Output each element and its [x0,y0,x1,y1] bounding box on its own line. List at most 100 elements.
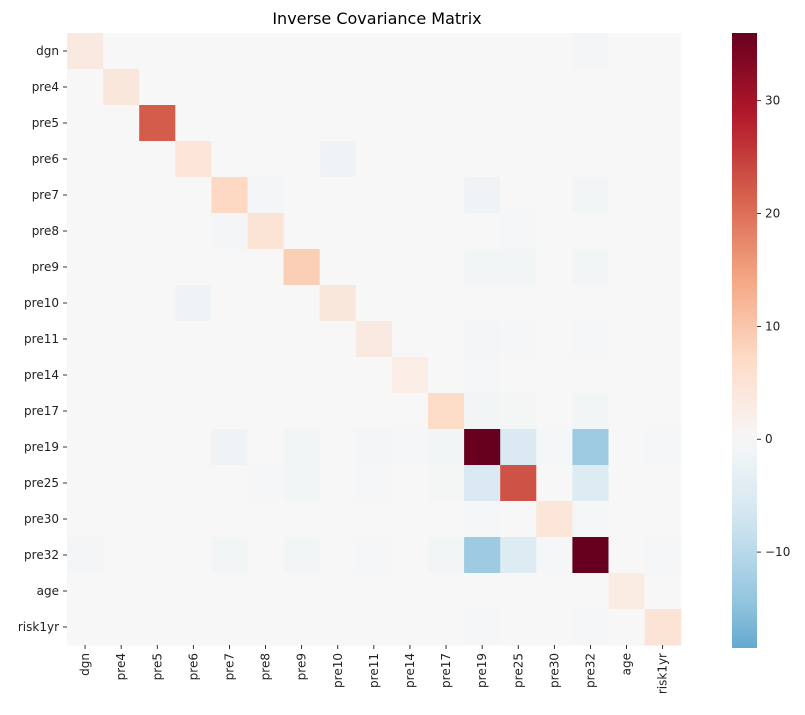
heatmap-cell-pre6-pre30 [536,141,573,178]
heatmap-cell-pre6-pre32 [572,141,610,178]
heatmap-cell-pre10-pre7 [211,285,249,322]
y-tick-label-pre14: pre14 [24,368,59,382]
heatmap-cell-pre4-pre25 [500,69,537,106]
heatmap-cell-pre19-pre14 [391,429,429,466]
heatmap-cell-pre4-dgn [67,69,104,106]
heatmap-cell-pre5-pre14 [391,105,429,142]
heatmap-cell-pre5-pre19 [464,105,501,142]
heatmap-cell-pre10-pre30 [536,285,573,322]
heatmap-cell-pre8-pre9 [283,213,321,250]
heatmap-cell-pre30-dgn [67,501,104,538]
heatmap-cell-pre8-pre25 [500,213,537,250]
heatmap-cell-pre14-pre7 [211,357,249,394]
heatmap-cell-pre8-pre17 [428,213,465,250]
x-tick-label-pre10: pre10 [331,653,345,688]
heatmap-cell-pre5-pre17 [428,105,465,142]
x-tick-label-pre30: pre30 [547,653,561,688]
heatmap-cell-dgn-pre19 [464,33,501,70]
heatmap-cell-pre25-pre9 [283,465,321,502]
heatmap-cell-risk1yr-pre7 [211,609,249,646]
heatmap-cell-pre8-pre7 [211,213,249,250]
heatmap-cell-pre11-pre9 [283,321,321,358]
heatmap-cell-age-pre32 [572,573,610,610]
heatmap-cell-pre32-pre25 [500,537,537,574]
heatmap-cell-dgn-pre25 [500,33,537,70]
heatmap-cell-pre4-pre17 [428,69,465,106]
heatmap-cell-pre5-pre25 [500,105,537,142]
x-tick-labels: dgn pre4 pre5 pre6 pre7 pre8 pre9 pre10 pre11 pre… [78,645,670,694]
heatmap-cell-pre10-pre4 [103,285,140,322]
heatmap-cell-pre25-dgn [67,465,104,502]
heatmap-cell-pre7-dgn [67,177,104,214]
heatmap-cell-pre9-risk1yr [644,249,682,286]
heatmap-cell-pre4-pre14 [391,69,429,106]
heatmap-cell-age-pre6 [175,573,212,610]
heatmap-cell-pre25-pre5 [139,465,176,502]
heatmap-cell-pre9-pre19 [464,249,501,286]
heatmap-cell-pre17-pre17 [428,393,465,430]
heatmap-cell-pre8-pre4 [103,213,140,250]
heatmap-cell-pre7-pre9 [283,177,321,214]
heatmap-cell-age-pre9 [283,573,321,610]
heatmap-cell-pre17-pre6 [175,393,212,430]
heatmap-cell-pre17-pre19 [464,393,501,430]
heatmap-cell-pre19-pre11 [355,429,393,466]
heatmap-cell-pre17-pre4 [103,393,140,430]
heatmap-cell-pre19-dgn [67,429,104,466]
heatmap-cell-pre19-pre8 [247,429,285,466]
heatmap-cell-pre4-pre5 [139,69,176,106]
y-tick-label-pre9: pre9 [32,260,59,274]
heatmap-cell-pre5-pre4 [103,105,140,142]
heatmap-cell-age-pre30 [536,573,573,610]
heatmap-cell-age-risk1yr [644,573,682,610]
heatmap-cell-pre14-pre11 [355,357,393,394]
heatmap-cell-pre30-pre7 [211,501,249,538]
heatmap-cell-risk1yr-pre10 [319,609,357,646]
heatmap-cell-pre19-risk1yr [644,429,682,466]
heatmap-cell-pre4-pre4 [103,69,140,106]
heatmap-cell-risk1yr-pre8 [247,609,285,646]
heatmap-cell-pre6-pre10 [319,141,357,178]
heatmap-cell-age-pre11 [355,573,393,610]
heatmap-cell-pre25-pre11 [355,465,393,502]
y-tick-label-pre7: pre7 [32,188,59,202]
heatmap-cell-dgn-pre17 [428,33,465,70]
heatmap-cell-pre14-pre8 [247,357,285,394]
heatmap-cell-pre32-pre6 [175,537,212,574]
heatmap-cell-pre11-pre30 [536,321,573,358]
heatmap-cell-pre9-dgn [67,249,104,286]
heatmap-cell-risk1yr-pre19 [464,609,501,646]
heatmap-cell-pre8-pre6 [175,213,212,250]
heatmap-cells [67,33,682,646]
x-tick-label-pre32: pre32 [583,653,597,688]
heatmap-cell-pre14-pre17 [428,357,465,394]
heatmap-cell-pre10-pre5 [139,285,176,322]
heatmap-cell-pre17-pre25 [500,393,537,430]
colorbar [732,33,757,648]
heatmap-cell-pre14-pre25 [500,357,537,394]
heatmap-cell-pre9-pre5 [139,249,176,286]
heatmap-cell-pre10-pre11 [355,285,393,322]
heatmap-cell-pre11-pre14 [391,321,429,358]
heatmap-cell-pre14-pre4 [103,357,140,394]
heatmap-cell-pre11-pre5 [139,321,176,358]
heatmap-cell-pre32-pre5 [139,537,176,574]
heatmap-cell-pre4-pre7 [211,69,249,106]
heatmap-cell-pre9-age [608,249,646,286]
heatmap-cell-pre4-pre32 [572,69,610,106]
heatmap-cell-pre9-pre11 [355,249,393,286]
heatmap-cell-pre9-pre9 [283,249,321,286]
heatmap-cell-pre6-pre25 [500,141,537,178]
heatmap-cell-pre5-pre9 [283,105,321,142]
heatmap-cell-age-pre8 [247,573,285,610]
heatmap-cell-pre10-pre9 [283,285,321,322]
heatmap-cell-pre10-age [608,285,646,322]
heatmap-cell-pre17-age [608,393,646,430]
y-tick-label-pre4: pre4 [32,80,59,94]
heatmap-cell-pre19-pre19 [464,429,501,466]
colorbar-tick-label: 30 [765,94,780,108]
heatmap-cell-pre19-pre4 [103,429,140,466]
heatmap-cell-pre11-pre11 [355,321,393,358]
heatmap-cell-pre17-pre10 [319,393,357,430]
